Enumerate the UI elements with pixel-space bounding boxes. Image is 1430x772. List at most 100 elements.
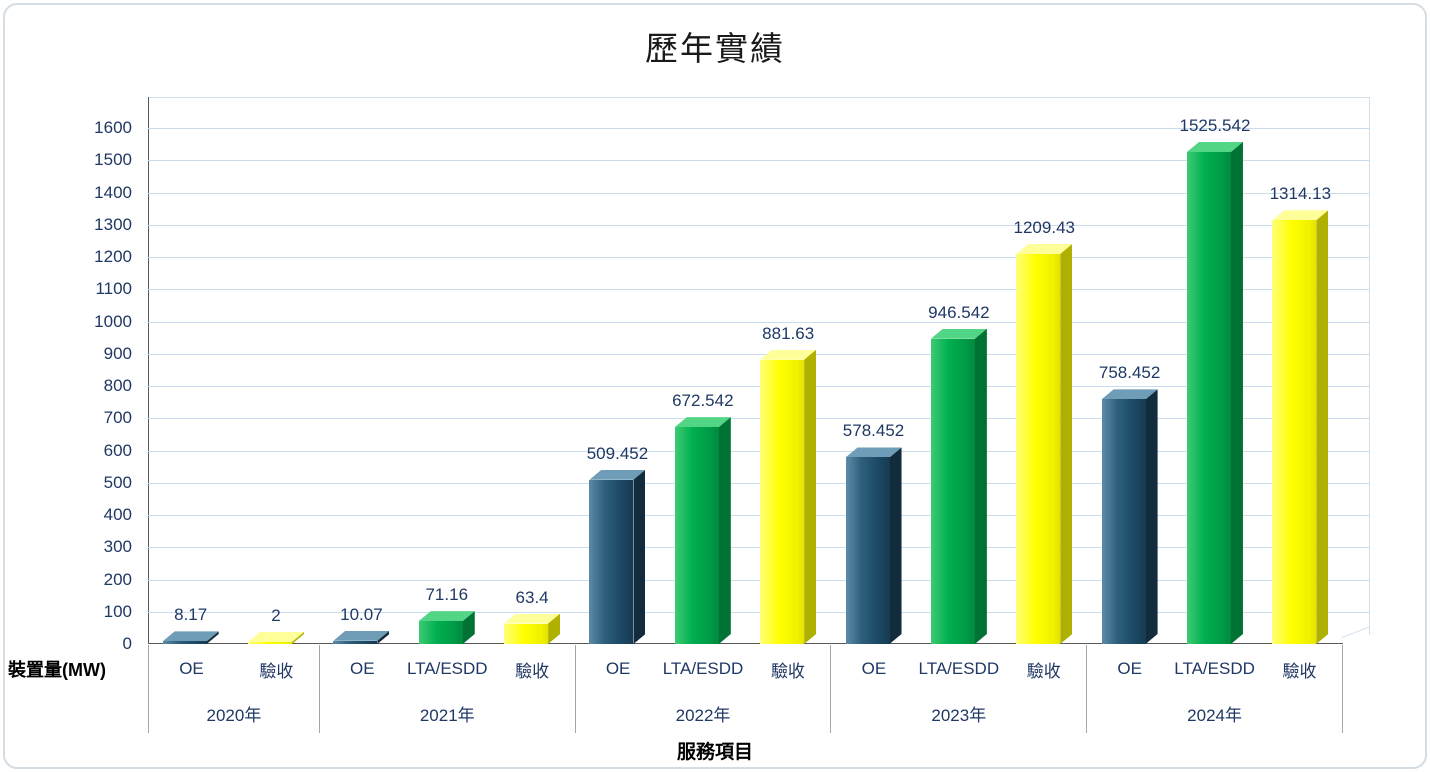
- bar-top-face: [931, 329, 987, 339]
- series-label: 驗收: [1026, 661, 1061, 681]
- bar-acc: [1016, 254, 1060, 644]
- value-label: 2: [271, 606, 281, 625]
- plot-right-border: [1369, 97, 1370, 635]
- bar-oe: [845, 457, 890, 644]
- gridline: [148, 386, 1370, 387]
- y-axis-line: [148, 97, 149, 644]
- bar-acc: [1272, 220, 1316, 644]
- y-tick-label: 700: [103, 408, 132, 428]
- bar-top-face: [419, 611, 475, 621]
- bar-top-face: [760, 350, 816, 360]
- gridline: [148, 611, 1370, 613]
- value-label: 1209.43: [1013, 217, 1075, 237]
- bar-side-face: [1146, 389, 1158, 644]
- year-label: 2024年: [1187, 705, 1242, 725]
- bar-side-face: [1231, 142, 1243, 644]
- bar-lta: [674, 427, 719, 644]
- axis-group: OE LTA/ESDD 驗收 2023年: [831, 645, 1088, 733]
- gridline: [148, 515, 1370, 516]
- x-axis-title: 服務項目: [676, 742, 753, 763]
- bar-top-face: [589, 470, 645, 480]
- y-tick-label: 500: [103, 472, 132, 492]
- gridline: [148, 353, 1370, 355]
- axis-group: OE LTA/ESDD 驗收 2024年: [1087, 645, 1343, 733]
- y-axis-title: 裝置量(MW): [8, 660, 106, 680]
- bar-side-face: [719, 417, 731, 644]
- value-label: 8.17: [174, 605, 208, 625]
- year-label: 2022年: [675, 705, 731, 725]
- bar-top-face: [504, 614, 560, 624]
- series-label: OE: [605, 659, 631, 678]
- plot-area: [148, 97, 1371, 644]
- series-label: OE: [179, 659, 204, 678]
- bar-top-face: [1016, 244, 1072, 254]
- bar-top-face: [333, 631, 389, 641]
- gridline: [148, 321, 1370, 323]
- value-label: 1525.542: [1179, 116, 1251, 136]
- series-label: OE: [350, 659, 375, 678]
- bar-side-face: [804, 350, 816, 644]
- bar-oe: [589, 480, 633, 644]
- gridline: [148, 450, 1370, 452]
- bar-side-face: [975, 329, 987, 644]
- bar-side-face: [1060, 244, 1072, 644]
- value-label: 672.542: [672, 391, 734, 411]
- bar-top-face: [1102, 389, 1158, 399]
- series-label: 驗收: [515, 661, 550, 681]
- y-tick-label: 1300: [94, 214, 132, 234]
- value-label: 1314.13: [1269, 184, 1332, 204]
- value-label: 63.4: [515, 587, 549, 607]
- bar-side-face: [548, 614, 560, 644]
- y-tick-label: 1500: [94, 150, 132, 170]
- floor-edge: [1341, 626, 1371, 638]
- gridline: [148, 192, 1370, 194]
- gridline: [148, 289, 1370, 291]
- bar-top-face: [846, 447, 902, 457]
- bar-acc: [504, 624, 548, 644]
- gridline: [148, 160, 1370, 162]
- gridline: [148, 224, 1370, 226]
- chart-title: 歷年實績: [645, 29, 785, 68]
- series-label: OE: [861, 659, 887, 678]
- series-label: LTA/ESDD: [1174, 659, 1255, 678]
- bar-top-face: [1272, 210, 1328, 220]
- gridline: [148, 257, 1370, 258]
- bar-top-face: [675, 417, 731, 427]
- y-tick-label: 100: [103, 601, 132, 621]
- y-tick-label: 1400: [94, 182, 132, 202]
- year-label: 2021年: [419, 705, 475, 725]
- gridline: [148, 128, 1370, 129]
- bar-side-face: [633, 470, 645, 644]
- bar-acc: [248, 642, 292, 644]
- value-label: 509.452: [586, 443, 649, 463]
- series-label: LTA/ESDD: [662, 659, 744, 678]
- axis-group: OE 驗收 2020年: [149, 645, 320, 733]
- series-label: 驗收: [770, 661, 805, 681]
- gridline: [148, 579, 1370, 581]
- gridline: [148, 418, 1370, 420]
- axis-group: OE LTA/ESDD 驗收 2022年: [576, 645, 832, 733]
- bars-layer: 8.17 2 10.07 71.16 63.4 509.452 672.542 881.63 5…: [148, 97, 1343, 644]
- y-tick-label: 1600: [94, 118, 132, 137]
- y-tick-label: 400: [103, 505, 132, 524]
- series-label: LTA/ESDD: [406, 659, 488, 678]
- y-axis-tick-labels: 0 100 200 300 400 500 600 700 800 900 1000 1100 1200…: [0, 97, 138, 653]
- y-tick-label: 1200: [94, 247, 132, 266]
- y-tick-label: 1100: [95, 279, 132, 299]
- series-label: 驗收: [259, 661, 294, 681]
- series-label: OE: [1117, 659, 1142, 678]
- bar-top-face: [248, 632, 304, 642]
- bar-lta: [930, 339, 975, 644]
- year-label: 2020年: [206, 705, 262, 725]
- y-tick-label: 200: [103, 569, 132, 589]
- year-label: 2023年: [931, 705, 987, 725]
- bar-oe: [333, 641, 377, 644]
- y-tick-label: 800: [103, 376, 132, 395]
- bar-side-face: [463, 611, 475, 644]
- bar-lta: [1186, 152, 1231, 644]
- y-tick-label: 1000: [94, 311, 132, 331]
- bar-side-face: [1316, 210, 1328, 644]
- y-tick-label: 0: [122, 634, 132, 653]
- gridline: [148, 547, 1370, 549]
